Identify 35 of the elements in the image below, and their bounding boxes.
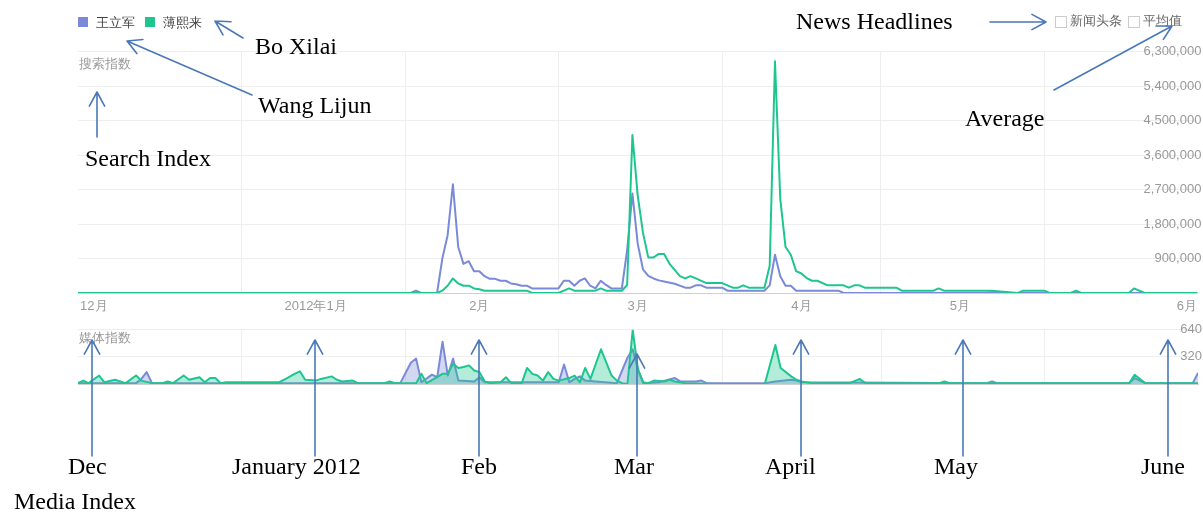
y-tick-label: 320: [1180, 348, 1202, 364]
y-tick-label: 640: [1180, 321, 1202, 337]
annotation: Bo Xilai: [255, 33, 337, 59]
x-tick-label: 6月: [1176, 298, 1197, 314]
legend-label: 王立军: [95, 14, 135, 32]
y-tick-label: 2,700,000: [1143, 181, 1202, 197]
text: April: [765, 453, 816, 479]
text: 平均值: [1142, 13, 1182, 28]
x-tick-label: 3月: [627, 298, 648, 314]
y-tick-label: 6,300,000: [1143, 43, 1202, 59]
x-tick-label: 2月: [469, 298, 490, 314]
text: January 2012: [232, 453, 361, 479]
text: 新闻头条: [1069, 13, 1122, 28]
legend-label: 薄熙来: [162, 14, 202, 32]
text: Mar: [614, 453, 654, 479]
annotation: Average: [965, 105, 1045, 131]
x-tick-label: 4月: [791, 298, 812, 314]
y-tick-label: 900,000: [1154, 250, 1202, 266]
x-tick-label: 12月: [80, 298, 108, 314]
x-tick-label: 5月: [949, 298, 970, 314]
y-axis-title: 搜索指数: [79, 56, 131, 71]
y-tick-label: 1,800,000: [1143, 215, 1202, 231]
y-tick-label: 3,600,000: [1143, 146, 1202, 162]
text: Feb: [461, 453, 497, 479]
y-tick-label: 4,500,000: [1143, 112, 1202, 128]
text: News Headlines: [796, 8, 953, 34]
text: May: [934, 453, 978, 479]
y-axis-title: 媒体指数: [79, 330, 131, 345]
y-tick-label: 5,400,000: [1143, 77, 1202, 93]
annotation: Wang Lijun: [258, 92, 372, 118]
x-tick-label: 2012年1月: [284, 298, 347, 314]
text: Dec: [68, 453, 107, 479]
text: Media Index: [14, 488, 136, 512]
text: June: [1141, 453, 1185, 479]
annotation: Search Index: [85, 145, 211, 171]
